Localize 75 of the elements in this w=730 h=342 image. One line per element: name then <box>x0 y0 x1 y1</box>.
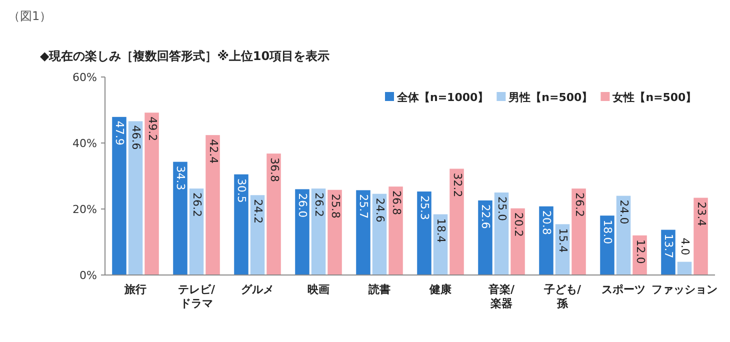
bar <box>328 190 342 275</box>
data-label: 24.0 <box>617 200 630 224</box>
bar <box>112 116 126 275</box>
data-label: 25.8 <box>328 194 342 218</box>
data-label: 15.4 <box>556 228 570 253</box>
bar <box>600 216 614 275</box>
data-label: 20.2 <box>512 212 525 237</box>
data-label: 4.0 <box>678 238 692 256</box>
bar <box>372 194 387 275</box>
x-tick-label: 音楽/楽器 <box>487 283 516 310</box>
data-label: 25.7 <box>357 194 370 219</box>
data-label: 30.5 <box>235 178 248 203</box>
x-tick-label: スポーツ <box>602 283 646 296</box>
chart-title: ◆現在の楽しみ［複数回答形式］※上位10項目を表示 <box>40 49 330 63</box>
bar <box>266 154 281 275</box>
bar <box>311 188 326 275</box>
data-label: 26.2 <box>312 192 326 218</box>
y-tick-label: 60% <box>72 71 97 84</box>
y-tick-label: 0% <box>80 269 97 282</box>
bar <box>694 198 708 275</box>
data-label: 25.0 <box>495 196 508 221</box>
x-tick-label: テレビ/ドラマ <box>178 283 216 310</box>
bar <box>295 189 310 275</box>
bar <box>144 112 159 275</box>
x-tick-label: 子ども/孫 <box>542 283 582 310</box>
data-label: 25.3 <box>418 196 432 220</box>
data-label: 49.2 <box>146 116 159 142</box>
x-tick-label: ファッション <box>652 283 718 296</box>
data-label: 26.2 <box>190 192 204 218</box>
x-tick-label: 映画 <box>308 283 330 296</box>
bar <box>189 188 204 275</box>
y-tick-label: 40% <box>72 137 97 150</box>
data-label: 36.8 <box>268 158 281 182</box>
bar <box>173 162 188 275</box>
data-label: 18.0 <box>601 220 614 244</box>
legend-label: 男性【n=500】 <box>508 91 593 104</box>
data-label: 24.6 <box>373 198 386 222</box>
legend-label: 女性【n=500】 <box>612 91 697 104</box>
bar <box>677 262 692 275</box>
data-label: 26.2 <box>572 192 586 218</box>
data-label: 12.0 <box>634 239 647 264</box>
bar <box>450 168 464 275</box>
y-tick-label: 20% <box>72 203 97 216</box>
bar <box>128 121 143 275</box>
bar <box>417 192 432 275</box>
bar <box>388 186 403 275</box>
data-label: 24.2 <box>251 199 264 224</box>
bar <box>539 206 554 275</box>
text: （図1） <box>8 9 52 23</box>
data-label: 23.4 <box>694 202 708 226</box>
bar <box>234 174 248 275</box>
bar <box>510 208 525 275</box>
x-tick-label: グルメ <box>241 283 274 296</box>
data-label: 46.6 <box>129 125 142 150</box>
legend-label: 全体【n=1000】 <box>396 91 489 104</box>
x-tick-label: 読書 <box>368 283 390 296</box>
data-label: 47.9 <box>113 120 126 146</box>
data-label: 18.4 <box>434 218 448 243</box>
data-label: 13.7 <box>662 234 676 258</box>
data-label: 26.0 <box>296 193 310 218</box>
bar <box>250 195 265 275</box>
bar <box>572 188 586 275</box>
data-label: 32.2 <box>450 172 464 198</box>
bar <box>494 192 509 275</box>
data-label: 42.4 <box>206 139 220 164</box>
bar <box>616 196 631 275</box>
bar <box>206 135 220 275</box>
bar <box>478 200 492 275</box>
data-label: 26.8 <box>390 190 403 216</box>
bar <box>356 190 370 275</box>
data-label: 34.3 <box>174 166 188 190</box>
data-label: 20.8 <box>540 210 554 235</box>
data-label: 22.6 <box>479 204 492 229</box>
x-tick-label: 健康 <box>428 283 452 296</box>
x-tick-label: 旅行 <box>124 283 146 296</box>
